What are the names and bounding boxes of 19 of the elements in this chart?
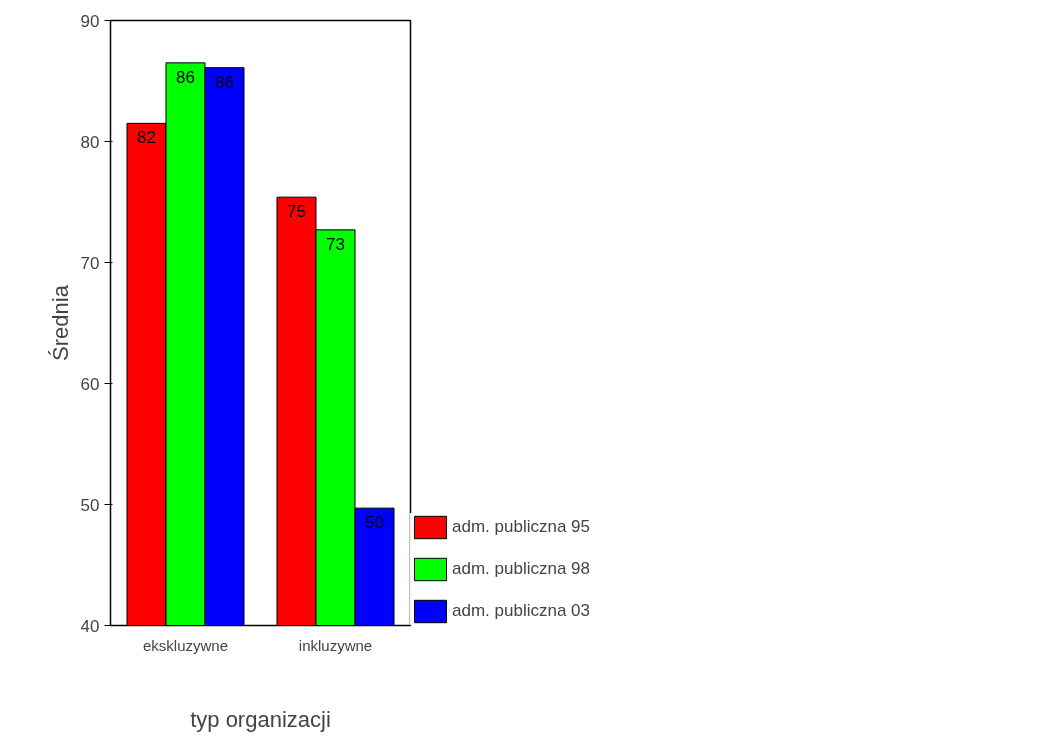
y-tick-label: 80: [80, 132, 100, 152]
legend-label: adm. publiczna 95: [452, 517, 590, 537]
y-tick-label: 40: [80, 616, 100, 636]
y-tick-label: 70: [80, 253, 100, 273]
x-tick-label: ekskluzywne: [142, 636, 229, 654]
legend-label: adm. publiczna 98: [452, 559, 590, 579]
data-label: 75: [287, 202, 306, 222]
data-label: 82: [137, 128, 156, 148]
legend-label: adm. publiczna 03: [452, 601, 590, 621]
x-tick-label: inkluzywne: [298, 636, 373, 654]
y-axis-title: Średnia: [47, 284, 73, 361]
data-label: 50: [365, 513, 384, 533]
data-label: 86: [176, 67, 195, 87]
y-tick-label: 90: [80, 11, 100, 31]
data-label: 86: [215, 72, 234, 92]
y-tick-label: 50: [80, 495, 100, 515]
data-label: 73: [326, 234, 345, 254]
x-axis-title: typ organizacji: [190, 706, 331, 732]
y-tick-label: 60: [80, 374, 100, 394]
